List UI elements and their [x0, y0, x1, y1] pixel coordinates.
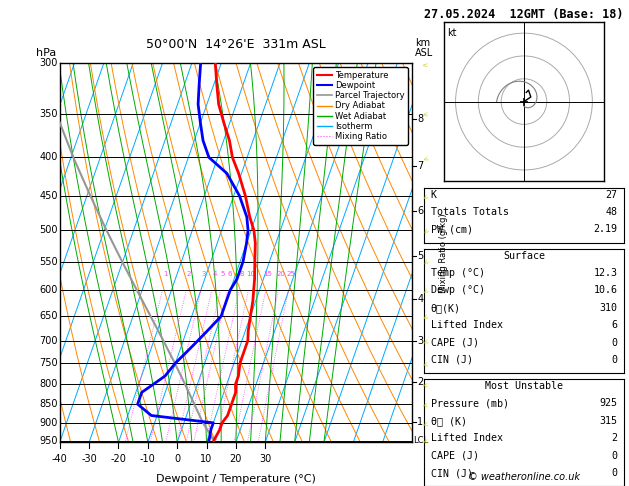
Text: 10.6: 10.6 [593, 285, 617, 295]
Text: 27: 27 [605, 190, 617, 200]
Text: 20: 20 [230, 453, 242, 464]
Text: >: > [421, 154, 428, 161]
Legend: Temperature, Dewpoint, Parcel Trajectory, Dry Adiabat, Wet Adiabat, Isotherm, Mi: Temperature, Dewpoint, Parcel Trajectory… [313, 68, 408, 144]
Text: 27.05.2024  12GMT (Base: 18): 27.05.2024 12GMT (Base: 18) [424, 8, 624, 21]
Text: Pressure (mb): Pressure (mb) [430, 399, 509, 408]
Text: 0: 0 [611, 355, 617, 365]
Text: -40: -40 [52, 453, 68, 464]
Text: K: K [430, 190, 437, 200]
Text: 20: 20 [276, 271, 285, 277]
Text: >: > [421, 192, 428, 200]
Text: 2: 2 [611, 434, 617, 443]
Text: >: > [420, 258, 429, 266]
Text: Dewp (°C): Dewp (°C) [430, 285, 484, 295]
Text: 10: 10 [247, 271, 255, 277]
Text: 700: 700 [40, 335, 58, 346]
Text: Totals Totals: Totals Totals [430, 207, 509, 217]
Text: 25: 25 [286, 271, 295, 277]
Text: 1: 1 [417, 417, 423, 427]
Text: Surface: Surface [503, 250, 545, 260]
Text: 0: 0 [611, 468, 617, 478]
Text: km
ASL: km ASL [415, 38, 433, 58]
Text: 0: 0 [174, 453, 181, 464]
Text: 10: 10 [201, 453, 213, 464]
Text: Dewpoint / Temperature (°C): Dewpoint / Temperature (°C) [156, 474, 316, 485]
Text: 315: 315 [599, 416, 617, 426]
Text: 50°00'N  14°26'E  331m ASL: 50°00'N 14°26'E 331m ASL [146, 38, 326, 51]
Text: 800: 800 [40, 379, 58, 389]
Text: 15: 15 [264, 271, 272, 277]
Text: >: > [421, 360, 428, 366]
Text: 6: 6 [611, 320, 617, 330]
Text: -30: -30 [81, 453, 97, 464]
Text: 500: 500 [40, 226, 58, 235]
Text: 600: 600 [40, 285, 58, 295]
Text: 5: 5 [221, 271, 225, 277]
Text: 0: 0 [611, 338, 617, 347]
Text: θᴄ (K): θᴄ (K) [430, 416, 467, 426]
Text: >: > [421, 337, 428, 345]
Text: >: > [421, 60, 428, 66]
Text: 6: 6 [417, 207, 423, 216]
Text: 0: 0 [611, 451, 617, 461]
Text: >: > [421, 401, 428, 407]
Text: PW (cm): PW (cm) [430, 225, 472, 234]
Text: -20: -20 [111, 453, 126, 464]
Text: 30: 30 [259, 453, 271, 464]
Text: 48: 48 [605, 207, 617, 217]
Text: 925: 925 [599, 399, 617, 408]
Text: >: > [421, 437, 428, 444]
Text: Lifted Index: Lifted Index [430, 434, 503, 443]
Text: 7: 7 [417, 161, 423, 171]
Text: 750: 750 [40, 358, 58, 368]
Text: 900: 900 [40, 418, 58, 428]
Text: 3: 3 [417, 336, 423, 346]
Text: 2: 2 [187, 271, 191, 277]
Text: CAPE (J): CAPE (J) [430, 338, 479, 347]
Text: 1: 1 [163, 271, 167, 277]
Text: >: > [421, 419, 428, 426]
Text: 4: 4 [212, 271, 216, 277]
Text: 12.3: 12.3 [593, 268, 617, 278]
Text: © weatheronline.co.uk: © weatheronline.co.uk [468, 472, 580, 482]
Text: >: > [421, 312, 428, 320]
Text: CIN (J): CIN (J) [430, 468, 472, 478]
Text: 350: 350 [40, 109, 58, 119]
Text: >: > [420, 286, 429, 294]
Text: >: > [421, 110, 428, 117]
Text: -10: -10 [140, 453, 156, 464]
Text: 400: 400 [40, 152, 58, 162]
Text: LCL: LCL [413, 436, 428, 445]
Text: CAPE (J): CAPE (J) [430, 451, 479, 461]
Text: 2.19: 2.19 [593, 225, 617, 234]
Text: 850: 850 [40, 399, 58, 409]
Text: 650: 650 [40, 312, 58, 321]
Text: 4: 4 [417, 294, 423, 304]
Text: 450: 450 [40, 191, 58, 201]
Text: 5: 5 [417, 251, 423, 260]
Text: Lifted Index: Lifted Index [430, 320, 503, 330]
Text: kt: kt [447, 28, 457, 38]
Text: hPa: hPa [36, 48, 57, 58]
Text: >: > [420, 226, 429, 235]
Text: 300: 300 [40, 58, 58, 68]
Text: Mixing Ratio (g/kg): Mixing Ratio (g/kg) [439, 213, 448, 293]
Text: θᴄ(K): θᴄ(K) [430, 303, 460, 312]
Text: 6: 6 [228, 271, 232, 277]
Text: 550: 550 [40, 257, 58, 267]
Text: Most Unstable: Most Unstable [485, 381, 563, 391]
Text: 2: 2 [417, 377, 423, 387]
Text: >: > [421, 381, 428, 387]
Text: 3: 3 [201, 271, 206, 277]
Text: CIN (J): CIN (J) [430, 355, 472, 365]
Text: 310: 310 [599, 303, 617, 312]
Text: Temp (°C): Temp (°C) [430, 268, 484, 278]
Text: 950: 950 [40, 435, 58, 446]
Text: 8: 8 [240, 271, 244, 277]
Text: 8: 8 [417, 114, 423, 124]
